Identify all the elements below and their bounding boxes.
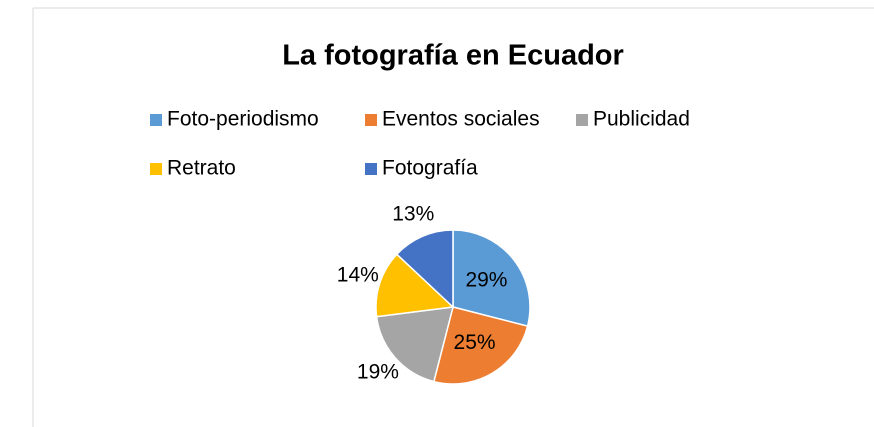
- legend-swatch: [365, 163, 377, 175]
- data-label: 19%: [357, 361, 399, 384]
- legend-swatch: [150, 114, 162, 126]
- legend-label: Foto-periodismo: [167, 108, 319, 131]
- data-label: 14%: [337, 264, 379, 287]
- pie-slice: [395, 229, 454, 309]
- legend-label: Fotografía: [382, 157, 478, 180]
- chart-title: La fotografía en Ecuador: [282, 40, 624, 72]
- legend-swatch: [365, 114, 377, 126]
- legend-label: Eventos sociales: [382, 108, 540, 131]
- data-label: 29%: [465, 269, 507, 292]
- legend-label: Publicidad: [593, 108, 690, 131]
- pie-slice: [432, 306, 529, 385]
- pie-slice: [375, 306, 455, 383]
- pie-slice: [375, 253, 455, 318]
- legend-swatch: [150, 163, 162, 175]
- legend-swatch: [576, 114, 588, 126]
- data-label: 25%: [454, 331, 496, 354]
- legend-label: Retrato: [167, 157, 236, 180]
- pie-slice: [452, 229, 531, 328]
- data-label: 13%: [392, 203, 434, 226]
